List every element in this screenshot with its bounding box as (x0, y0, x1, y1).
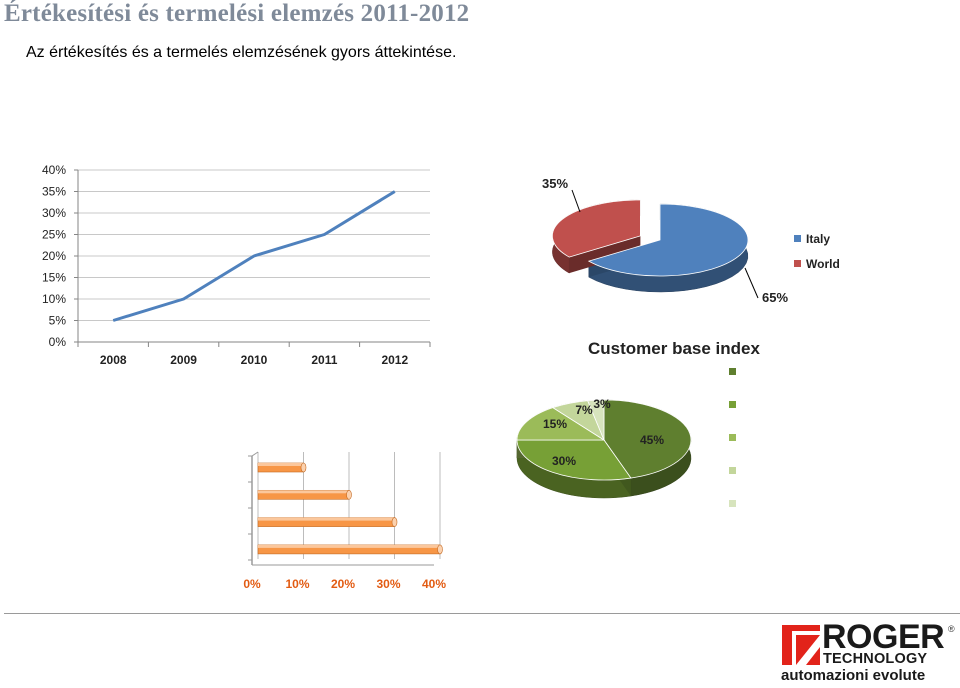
data-label: 30% (552, 454, 576, 468)
line-chart: 0% 5% 10% 15% 20% 25% 30% 35% 40% 2008 2009 2010 201… (42, 163, 431, 367)
y-tick-label: 30% (42, 206, 66, 220)
bar-highlight (258, 463, 304, 466)
pie-slice (603, 399, 692, 479)
x-tick-label: 2008 (100, 353, 127, 367)
data-label: 15% (543, 417, 567, 431)
page-title: Értékesítési és termelési elemzés 2011-2… (4, 0, 470, 27)
legend-label: World (806, 257, 840, 271)
x-tick-label: 0% (243, 577, 261, 591)
legend-swatch (794, 260, 801, 267)
logo-mark-icon (782, 625, 820, 665)
pie-slice (587, 203, 749, 277)
x-tick-label: 2009 (170, 353, 197, 367)
x-tick-label: 2010 (241, 353, 268, 367)
y-tick-label: 15% (42, 271, 66, 285)
y-tick-label: 5% (49, 314, 67, 328)
chart-title: Customer base index (588, 339, 760, 358)
bar-end (391, 517, 398, 527)
y-tick-label: 20% (42, 249, 66, 263)
y-tick-label: 10% (42, 292, 66, 306)
bar-highlight (258, 517, 395, 521)
y-tick-label: 40% (42, 163, 66, 177)
series-line (112, 190, 396, 322)
data-label: 35% (542, 176, 568, 191)
roger-technology-logo: ROGER ® TECHNOLOGY automazioni evolute (780, 618, 956, 684)
pie-slice-wall (569, 235, 641, 274)
data-label: 65% (762, 290, 788, 305)
data-label: 7% (575, 403, 593, 417)
legend-swatch (729, 500, 736, 507)
leader-line (571, 189, 581, 213)
logo-registered: ® (948, 624, 955, 634)
legend-swatch (729, 368, 736, 375)
bar-end (437, 544, 443, 555)
logo-sub: TECHNOLOGY (823, 651, 928, 667)
logo-name: ROGER (822, 618, 945, 656)
legend-swatch (729, 467, 736, 474)
page-subtitle: Az értékesítés és a termelés elemzésének… (26, 44, 457, 61)
pie-slice (516, 407, 606, 441)
axis-corner (251, 451, 259, 457)
x-tick-label: 30% (376, 577, 400, 591)
y-tick-label: 35% (42, 185, 66, 199)
bar-chart: 0% 10% 20% 30% 40% (243, 451, 446, 591)
legend-label: Italy (806, 232, 830, 246)
leader-line (744, 267, 759, 299)
bar-end (300, 462, 307, 473)
legend-swatch (794, 235, 801, 242)
logo-tagline: automazioni evolute (781, 667, 926, 684)
bar-end (346, 489, 352, 500)
y-tick-label: 0% (49, 335, 67, 349)
customer-base-pie-chart: Customer base index 45% 30% 15% 7% 3% (516, 339, 760, 507)
y-tick-label: 25% (42, 228, 66, 242)
x-tick-label: 20% (331, 577, 355, 591)
bar-highlight (258, 490, 349, 494)
pie-slice (587, 399, 605, 441)
x-tick-label: 40% (422, 577, 446, 591)
bar-highlight (258, 544, 440, 548)
pie-slice (552, 199, 641, 258)
x-tick-label: 10% (285, 577, 309, 591)
data-label: 3% (593, 397, 611, 411)
footer-divider (4, 613, 960, 614)
legend-swatch (729, 401, 736, 408)
pie-slice (516, 439, 632, 481)
legend-swatch (729, 434, 736, 441)
x-tick-label: 2012 (381, 353, 408, 367)
charts-canvas: 0% 5% 10% 15% 20% 25% 30% 35% 40% 2008 2009 2010 201… (42, 163, 840, 591)
data-label: 45% (640, 433, 664, 447)
x-tick-label: 2011 (311, 353, 337, 367)
market-pie-chart: 65% 35% Italy World (542, 176, 840, 305)
